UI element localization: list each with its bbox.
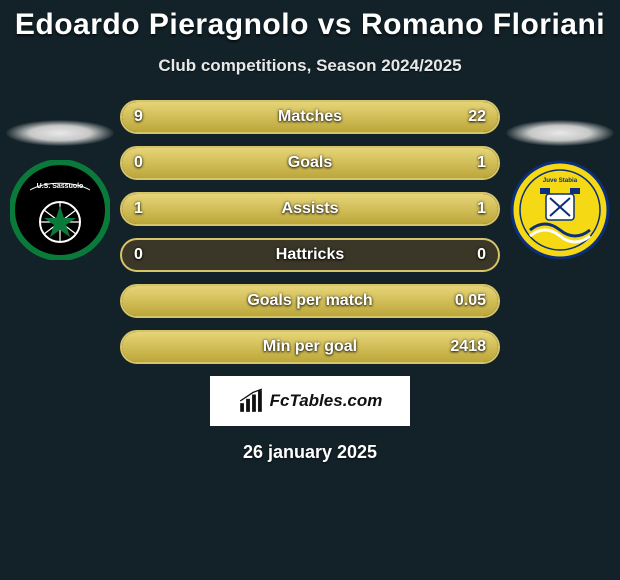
- stat-bar: 1 Assists 1: [120, 192, 500, 226]
- stat-bar: Goals per match 0.05: [120, 284, 500, 318]
- stat-right-value: 0: [477, 246, 486, 264]
- stat-bars: 9 Matches 22 0 Goals 1 1 Assists 1 0 Hattricks 0 Goa…: [120, 100, 500, 364]
- stat-bar: 0 Hattricks 0: [120, 238, 500, 272]
- right-side: Juve Stabia: [500, 100, 620, 260]
- stat-left-value: 0: [134, 154, 143, 172]
- stat-bar: 9 Matches 22: [120, 100, 500, 134]
- stat-right-value: 2418: [450, 338, 486, 356]
- stat-left-value: 9: [134, 108, 143, 126]
- stat-label: Hattricks: [276, 246, 344, 264]
- stat-label: Min per goal: [263, 338, 357, 356]
- bar-fill-right: [231, 102, 498, 132]
- stat-right-value: 0.05: [455, 292, 486, 310]
- right-crest-text: Juve Stabia: [543, 177, 578, 184]
- page-title: Edoardo Pieragnolo vs Romano Floriani: [0, 8, 620, 42]
- left-side: U.S. Sassuolo: [0, 100, 120, 260]
- left-shadow-oval: [6, 120, 114, 146]
- main-row: U.S. Sassuolo 9Matches220Goals11Assists1…: [0, 100, 620, 364]
- page-subtitle: Club competitions, Season 2024/2025: [0, 56, 620, 76]
- left-crest-text: U.S. Sassuolo: [37, 183, 84, 190]
- stat-label: Assists: [282, 200, 339, 218]
- stat-right-value: 1: [477, 154, 486, 172]
- stat-right-value: 1: [477, 200, 486, 218]
- stat-label: Matches: [278, 108, 342, 126]
- right-team-crest: Juve Stabia: [510, 160, 610, 260]
- stat-label: Goals: [288, 154, 332, 172]
- stat-bar: 0 Goals 1: [120, 146, 500, 180]
- stat-bar: Min per goal 2418: [120, 330, 500, 364]
- right-shadow-oval: [506, 120, 614, 146]
- stat-left-value: 1: [134, 200, 143, 218]
- left-team-crest: U.S. Sassuolo: [10, 160, 110, 260]
- fctables-badge: FcTables.com: [210, 376, 410, 426]
- stat-left-value: 0: [134, 246, 143, 264]
- stat-right-value: 22: [468, 108, 486, 126]
- fctables-icon: [238, 388, 264, 414]
- comparison-container: Edoardo Pieragnolo vs Romano Floriani Cl…: [0, 0, 620, 463]
- badge-text: FcTables.com: [270, 391, 383, 411]
- stat-label: Goals per match: [247, 292, 372, 310]
- date-label: 26 january 2025: [0, 442, 620, 463]
